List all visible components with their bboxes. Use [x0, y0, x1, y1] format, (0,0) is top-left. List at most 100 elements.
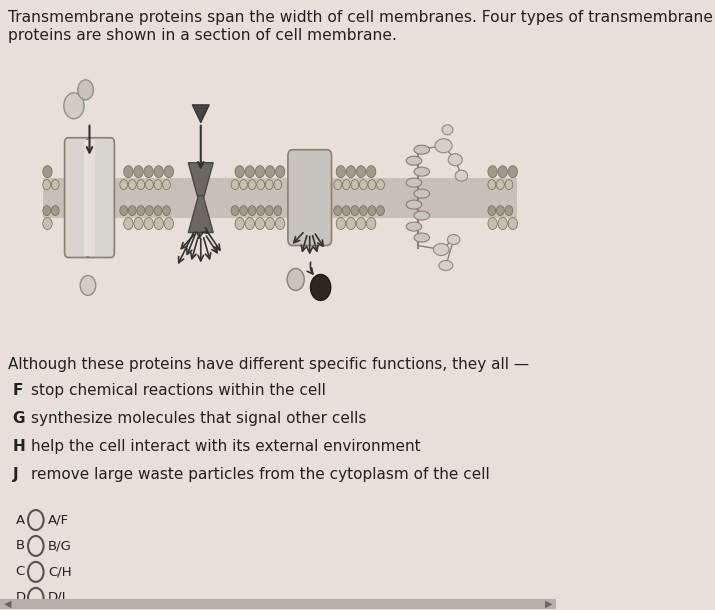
- Text: help the cell interact with its external environment: help the cell interact with its external…: [31, 439, 420, 454]
- Circle shape: [346, 218, 355, 229]
- Text: Transmembrane proteins span the width of cell membranes. Four types of transmemb: Transmembrane proteins span the width of…: [8, 10, 713, 25]
- Circle shape: [377, 206, 385, 215]
- Text: C: C: [16, 565, 25, 578]
- Text: J: J: [12, 467, 18, 482]
- Circle shape: [342, 180, 350, 190]
- Ellipse shape: [448, 235, 460, 245]
- Circle shape: [275, 218, 285, 229]
- Ellipse shape: [448, 154, 462, 166]
- Circle shape: [248, 180, 256, 190]
- Circle shape: [162, 206, 170, 215]
- Circle shape: [235, 218, 245, 229]
- Circle shape: [368, 180, 376, 190]
- Circle shape: [336, 218, 345, 229]
- Polygon shape: [192, 105, 209, 123]
- Circle shape: [51, 206, 59, 215]
- Text: A: A: [16, 514, 25, 526]
- Circle shape: [162, 180, 170, 190]
- Ellipse shape: [414, 189, 430, 198]
- Circle shape: [154, 218, 164, 229]
- Circle shape: [368, 206, 376, 215]
- Circle shape: [367, 218, 376, 229]
- Ellipse shape: [433, 243, 449, 256]
- Text: Although these proteins have different specific functions, they all —: Although these proteins have different s…: [8, 357, 529, 372]
- Circle shape: [231, 180, 239, 190]
- Circle shape: [356, 166, 366, 178]
- Circle shape: [154, 166, 164, 178]
- Circle shape: [240, 206, 247, 215]
- Circle shape: [274, 206, 282, 215]
- Circle shape: [164, 218, 174, 229]
- Circle shape: [498, 166, 508, 178]
- Circle shape: [287, 268, 305, 290]
- Text: H: H: [12, 439, 25, 454]
- Circle shape: [488, 166, 497, 178]
- Circle shape: [129, 180, 136, 190]
- Circle shape: [120, 180, 127, 190]
- Circle shape: [257, 206, 265, 215]
- Bar: [0, 599, 556, 609]
- Circle shape: [342, 206, 350, 215]
- Ellipse shape: [414, 167, 430, 176]
- Circle shape: [508, 166, 518, 178]
- Circle shape: [505, 180, 513, 190]
- Circle shape: [129, 206, 136, 215]
- Text: ◀: ◀: [4, 599, 11, 609]
- Circle shape: [265, 180, 273, 190]
- Circle shape: [124, 166, 133, 178]
- Text: B/G: B/G: [48, 539, 72, 553]
- Text: F: F: [12, 383, 23, 398]
- Circle shape: [336, 166, 345, 178]
- Circle shape: [265, 206, 273, 215]
- Text: remove large waste particles from the cytoplasm of the cell: remove large waste particles from the cy…: [31, 467, 490, 482]
- Circle shape: [346, 166, 355, 178]
- Circle shape: [124, 218, 133, 229]
- Ellipse shape: [414, 145, 430, 154]
- Circle shape: [488, 218, 497, 229]
- Circle shape: [367, 166, 376, 178]
- Ellipse shape: [439, 260, 453, 270]
- FancyBboxPatch shape: [87, 138, 114, 257]
- Ellipse shape: [442, 125, 453, 135]
- Circle shape: [144, 218, 153, 229]
- Circle shape: [134, 218, 143, 229]
- Circle shape: [245, 218, 255, 229]
- Circle shape: [134, 166, 143, 178]
- Polygon shape: [188, 196, 213, 232]
- Circle shape: [334, 206, 342, 215]
- Text: proteins are shown in a section of cell membrane.: proteins are shown in a section of cell …: [8, 28, 397, 43]
- Bar: [43, 178, 518, 218]
- Circle shape: [257, 180, 265, 190]
- Circle shape: [78, 80, 94, 100]
- Ellipse shape: [455, 170, 468, 181]
- Circle shape: [43, 206, 51, 215]
- Circle shape: [43, 218, 52, 229]
- Ellipse shape: [406, 156, 422, 165]
- Circle shape: [488, 206, 495, 215]
- Text: G: G: [12, 411, 25, 426]
- Circle shape: [496, 180, 504, 190]
- Ellipse shape: [435, 138, 452, 152]
- Circle shape: [508, 218, 518, 229]
- Circle shape: [231, 206, 239, 215]
- Text: D/J: D/J: [48, 591, 66, 605]
- Ellipse shape: [406, 200, 422, 209]
- Ellipse shape: [414, 233, 430, 242]
- Circle shape: [356, 218, 366, 229]
- Circle shape: [51, 180, 59, 190]
- Ellipse shape: [414, 211, 430, 220]
- Circle shape: [137, 206, 144, 215]
- Circle shape: [334, 180, 342, 190]
- Bar: [84, 140, 95, 256]
- Text: C/H: C/H: [48, 565, 72, 578]
- Ellipse shape: [406, 222, 422, 231]
- Circle shape: [146, 206, 153, 215]
- Circle shape: [498, 218, 508, 229]
- Circle shape: [64, 93, 84, 119]
- Circle shape: [275, 166, 285, 178]
- Text: synthesize molecules that signal other cells: synthesize molecules that signal other c…: [31, 411, 367, 426]
- Circle shape: [496, 206, 504, 215]
- Circle shape: [360, 180, 368, 190]
- Circle shape: [351, 180, 359, 190]
- Circle shape: [146, 180, 153, 190]
